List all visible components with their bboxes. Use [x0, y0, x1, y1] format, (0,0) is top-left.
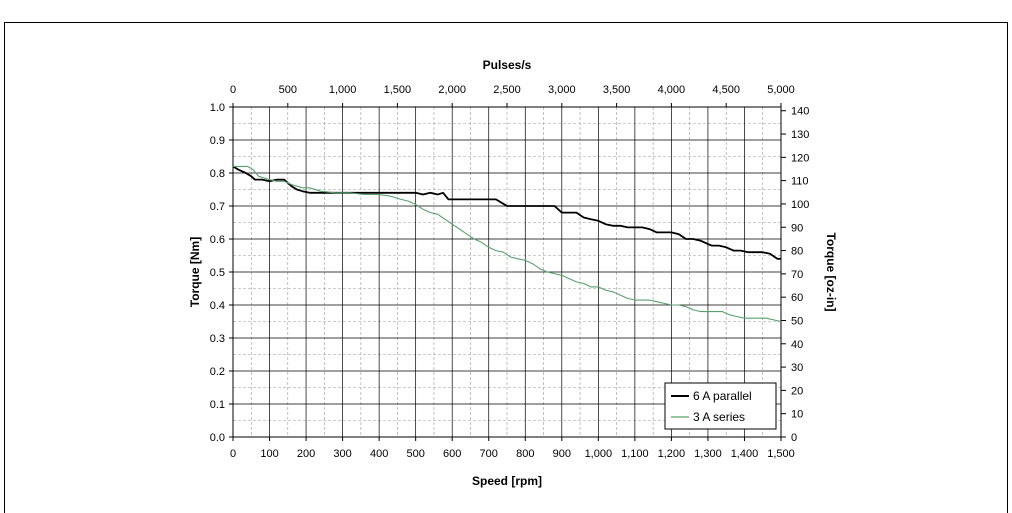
x-tick-label: 1,100 — [621, 448, 649, 460]
x-tick-label: 1,500 — [767, 448, 795, 460]
x-tick-label: 100 — [260, 448, 278, 460]
y-tick-label: 0.9 — [210, 135, 225, 147]
x2-tick-label: 500 — [279, 84, 297, 96]
legend-label-3a-series: 3 A series — [693, 410, 745, 424]
x-tick-label: 800 — [516, 448, 534, 460]
x-tick-label: 700 — [480, 448, 498, 460]
y2-tick-label: 60 — [791, 292, 803, 304]
x-tick-label: 1,400 — [731, 448, 759, 460]
y-tick-label: 0.8 — [210, 168, 225, 180]
y-tick-label: 0.3 — [210, 333, 225, 345]
legend-label-6a-parallel: 6 A parallel — [693, 389, 752, 403]
y-tick-label: 0.4 — [210, 300, 225, 312]
right-axis-title: Torque [oz-in] — [824, 232, 838, 311]
major-grid — [233, 107, 781, 437]
legend-box — [664, 382, 777, 430]
x2-tick-label: 2,500 — [493, 84, 521, 96]
x2-tick-label: 1,500 — [384, 84, 412, 96]
y-tick-label: 0.0 — [210, 432, 225, 444]
y2-tick-label: 80 — [791, 246, 803, 258]
x-tick-label: 600 — [443, 448, 461, 460]
y-tick-label: 0.7 — [210, 201, 225, 213]
y-axis-title: Torque [Nm] — [188, 237, 202, 307]
x2-tick-label: 3,000 — [548, 84, 576, 96]
x-tick-label: 1,200 — [658, 448, 686, 460]
y2-tick-label: 0 — [791, 432, 797, 444]
x-tick-label: 400 — [370, 448, 388, 460]
x-tick-label: 1,000 — [585, 448, 613, 460]
x-tick-label: 900 — [553, 448, 571, 460]
y2-tick-label: 90 — [791, 222, 803, 234]
y2-tick-label: 20 — [791, 385, 803, 397]
y2-tick-label: 130 — [791, 129, 809, 141]
figure-frame — [4, 22, 1008, 513]
y2-tick-label: 70 — [791, 269, 803, 281]
x-tick-label: 200 — [297, 448, 315, 460]
y-tick-label: 0.2 — [210, 366, 225, 378]
x2-tick-label: 4,000 — [658, 84, 686, 96]
y2-tick-label: 120 — [791, 152, 809, 164]
x-tick-label: 500 — [406, 448, 424, 460]
y2-tick-label: 110 — [791, 176, 809, 188]
series-line-3-a-series — [233, 165, 782, 323]
y2-tick-label: 40 — [791, 339, 803, 351]
x2-tick-label: 5,000 — [767, 84, 795, 96]
axis-ticks: 0 100 200 300 400 500 600 700 800 900 1,000 1,100 1,… — [210, 84, 810, 460]
y-tick-label: 0.5 — [210, 267, 225, 279]
legend: 6 A parallel 3 A series — [664, 382, 777, 430]
x-tick-label: 300 — [333, 448, 351, 460]
y2-tick-label: 30 — [791, 362, 803, 374]
y-tick-label: 0.1 — [210, 399, 225, 411]
x-tick-label: 1,300 — [694, 448, 722, 460]
y2-tick-label: 140 — [791, 106, 809, 118]
x2-tick-label: 0 — [230, 84, 236, 96]
x2-tick-label: 3,500 — [603, 84, 631, 96]
y2-tick-label: 10 — [791, 409, 803, 421]
x2-tick-label: 2,000 — [438, 84, 466, 96]
x-axis-title: Speed [rpm] — [472, 474, 542, 488]
x2-tick-label: 1,000 — [329, 84, 357, 96]
x2-tick-label: 4,500 — [712, 84, 740, 96]
y2-tick-label: 50 — [791, 315, 803, 327]
y-tick-label: 1.0 — [210, 102, 225, 114]
x-tick-label: 0 — [230, 448, 236, 460]
top-axis-title: Pulses/s — [483, 58, 532, 72]
y2-tick-label: 100 — [791, 199, 809, 211]
series-line-6-a-parallel — [232, 165, 781, 260]
series-layer — [232, 165, 782, 323]
y-tick-label: 0.6 — [210, 234, 225, 246]
